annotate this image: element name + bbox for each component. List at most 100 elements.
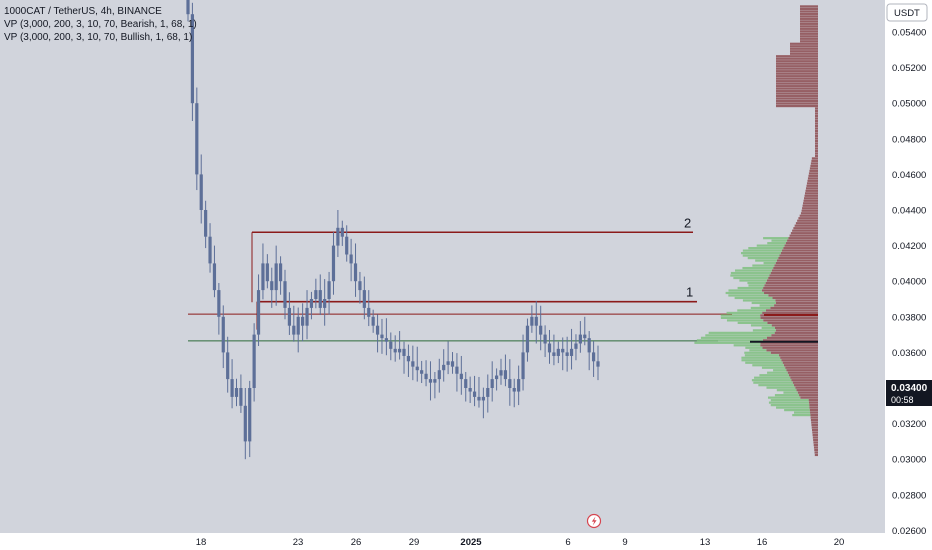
candle-body [248, 388, 252, 442]
candle-body [230, 379, 234, 397]
y-tick-label: 0.02800 [892, 490, 926, 501]
time-axis-panel[interactable] [0, 533, 885, 550]
vp-bar-bearish [800, 12, 818, 15]
vp-bar-bearish [782, 249, 818, 252]
x-tick-label: 20 [834, 537, 845, 548]
vp-bar-bearish [776, 95, 818, 98]
vp-bar-bearish [765, 309, 818, 312]
vp-bar-bearish [770, 271, 818, 275]
candle-body [472, 391, 477, 397]
vp-bar-bearish [815, 129, 818, 133]
vp-bar-bearish [815, 112, 818, 115]
candle-body [296, 316, 300, 335]
vp-bar-bullish [726, 319, 764, 322]
vp-bar-bearish [808, 174, 818, 177]
vp-bar-bearish [782, 361, 818, 364]
vp-bar-bearish [776, 85, 818, 88]
vp-bar-bearish [783, 247, 818, 250]
vp-bar-bullish [733, 276, 769, 280]
candle-body [234, 388, 239, 397]
candle-body [212, 263, 217, 291]
vp-bar-bearish [804, 197, 818, 200]
vp-bar-bearish [776, 60, 818, 63]
x-tick-label: 18 [196, 537, 207, 548]
candle-body [199, 174, 203, 210]
vp-bar-bearish [786, 369, 818, 372]
vp-bearish-legend[interactable]: VP (3,000, 200, 3, 10, 70, Bearish, 1, 6… [4, 19, 197, 30]
vp-bar-bearish [776, 87, 818, 90]
vp-bar-bullish [742, 299, 776, 302]
vp-bar-bullish [752, 364, 784, 367]
vp-bullish-legend[interactable]: VP (3,000, 200, 3, 10, 70, Bullish, 1, 6… [4, 32, 193, 43]
candle-body [256, 290, 261, 335]
vp-bar-bullish [763, 261, 776, 265]
vp-bar-bullish [726, 311, 763, 315]
y-tick-label: 0.05000 [892, 99, 926, 110]
candle-body [278, 263, 283, 282]
vp-bar-bullish [773, 369, 787, 372]
vp-bar-bearish [800, 212, 818, 215]
vp-bar-bearish [798, 217, 818, 220]
alert-icon[interactable] [586, 513, 602, 529]
vp-bar-bullish [753, 381, 793, 384]
candle-body [450, 361, 455, 367]
vp-bar-bearish [771, 334, 818, 337]
currency-label[interactable]: USDT [894, 8, 920, 19]
vp-bar-bearish [800, 30, 818, 33]
vp-bar-bullish [694, 341, 761, 344]
vp-bar-bullish [783, 391, 798, 394]
candle-body [353, 263, 358, 282]
candle-body [265, 263, 269, 282]
y-tick-label: 0.03000 [892, 455, 926, 466]
vp-bar-bearish [768, 276, 818, 280]
currency-button[interactable] [886, 3, 928, 22]
y-tick-label: 0.02600 [892, 526, 926, 537]
vp-bar-bearish [760, 344, 818, 347]
symbol-legend[interactable]: 1000CAT / TetherUS, 4h, BINANCE [4, 6, 162, 17]
vp-bar-bearish [813, 446, 818, 449]
candle-body [495, 375, 499, 380]
vp-bar-bullish [752, 264, 775, 267]
candle-body [411, 361, 415, 367]
y-tick-label: 0.03800 [892, 312, 926, 323]
candle-body [455, 366, 459, 374]
price-axis-panel[interactable] [885, 0, 932, 550]
vp-bar-bullish [748, 284, 765, 287]
candle-body [358, 281, 362, 291]
vp-bar-bearish [767, 321, 818, 324]
candle-body [499, 370, 503, 376]
x-tick-label: 26 [351, 537, 362, 548]
vp-bar-bearish [761, 289, 818, 292]
candle-body [552, 352, 556, 356]
vp-bar-bullish [741, 359, 782, 362]
vp-bar-bullish [776, 389, 797, 392]
y-tick-label: 0.03600 [892, 348, 926, 359]
vp-bar-bearish [776, 77, 818, 80]
vp-bar-bearish [815, 124, 818, 128]
vp-bar-bearish [770, 351, 818, 354]
vp-bar-bullish [768, 401, 809, 404]
vp-bar-bearish [771, 269, 818, 272]
volume-profile [694, 5, 818, 457]
vp-bar-bearish [776, 80, 818, 83]
vp-bar-bearish [812, 433, 818, 437]
vp-bar-bearish [783, 364, 818, 367]
current-price-label[interactable] [886, 380, 932, 406]
candle-body [512, 388, 516, 392]
vp-bar-bearish [812, 431, 818, 434]
vp-bar-bearish [791, 379, 818, 382]
candle-body [336, 227, 340, 246]
vp-bar-bullish [749, 349, 767, 352]
candle-body [556, 348, 560, 356]
candle-body [446, 361, 450, 365]
vp-bar-bullish [742, 254, 780, 257]
vp-bar-bearish [776, 72, 818, 75]
vp-bar-bearish [800, 17, 818, 20]
candle-body [428, 379, 433, 383]
vp-bar-bearish [778, 354, 818, 357]
candle-body [208, 236, 212, 264]
vp-bar-bullish [705, 334, 772, 337]
vp-bar-bearish [760, 316, 818, 319]
vp-bar-bullish [747, 256, 779, 260]
